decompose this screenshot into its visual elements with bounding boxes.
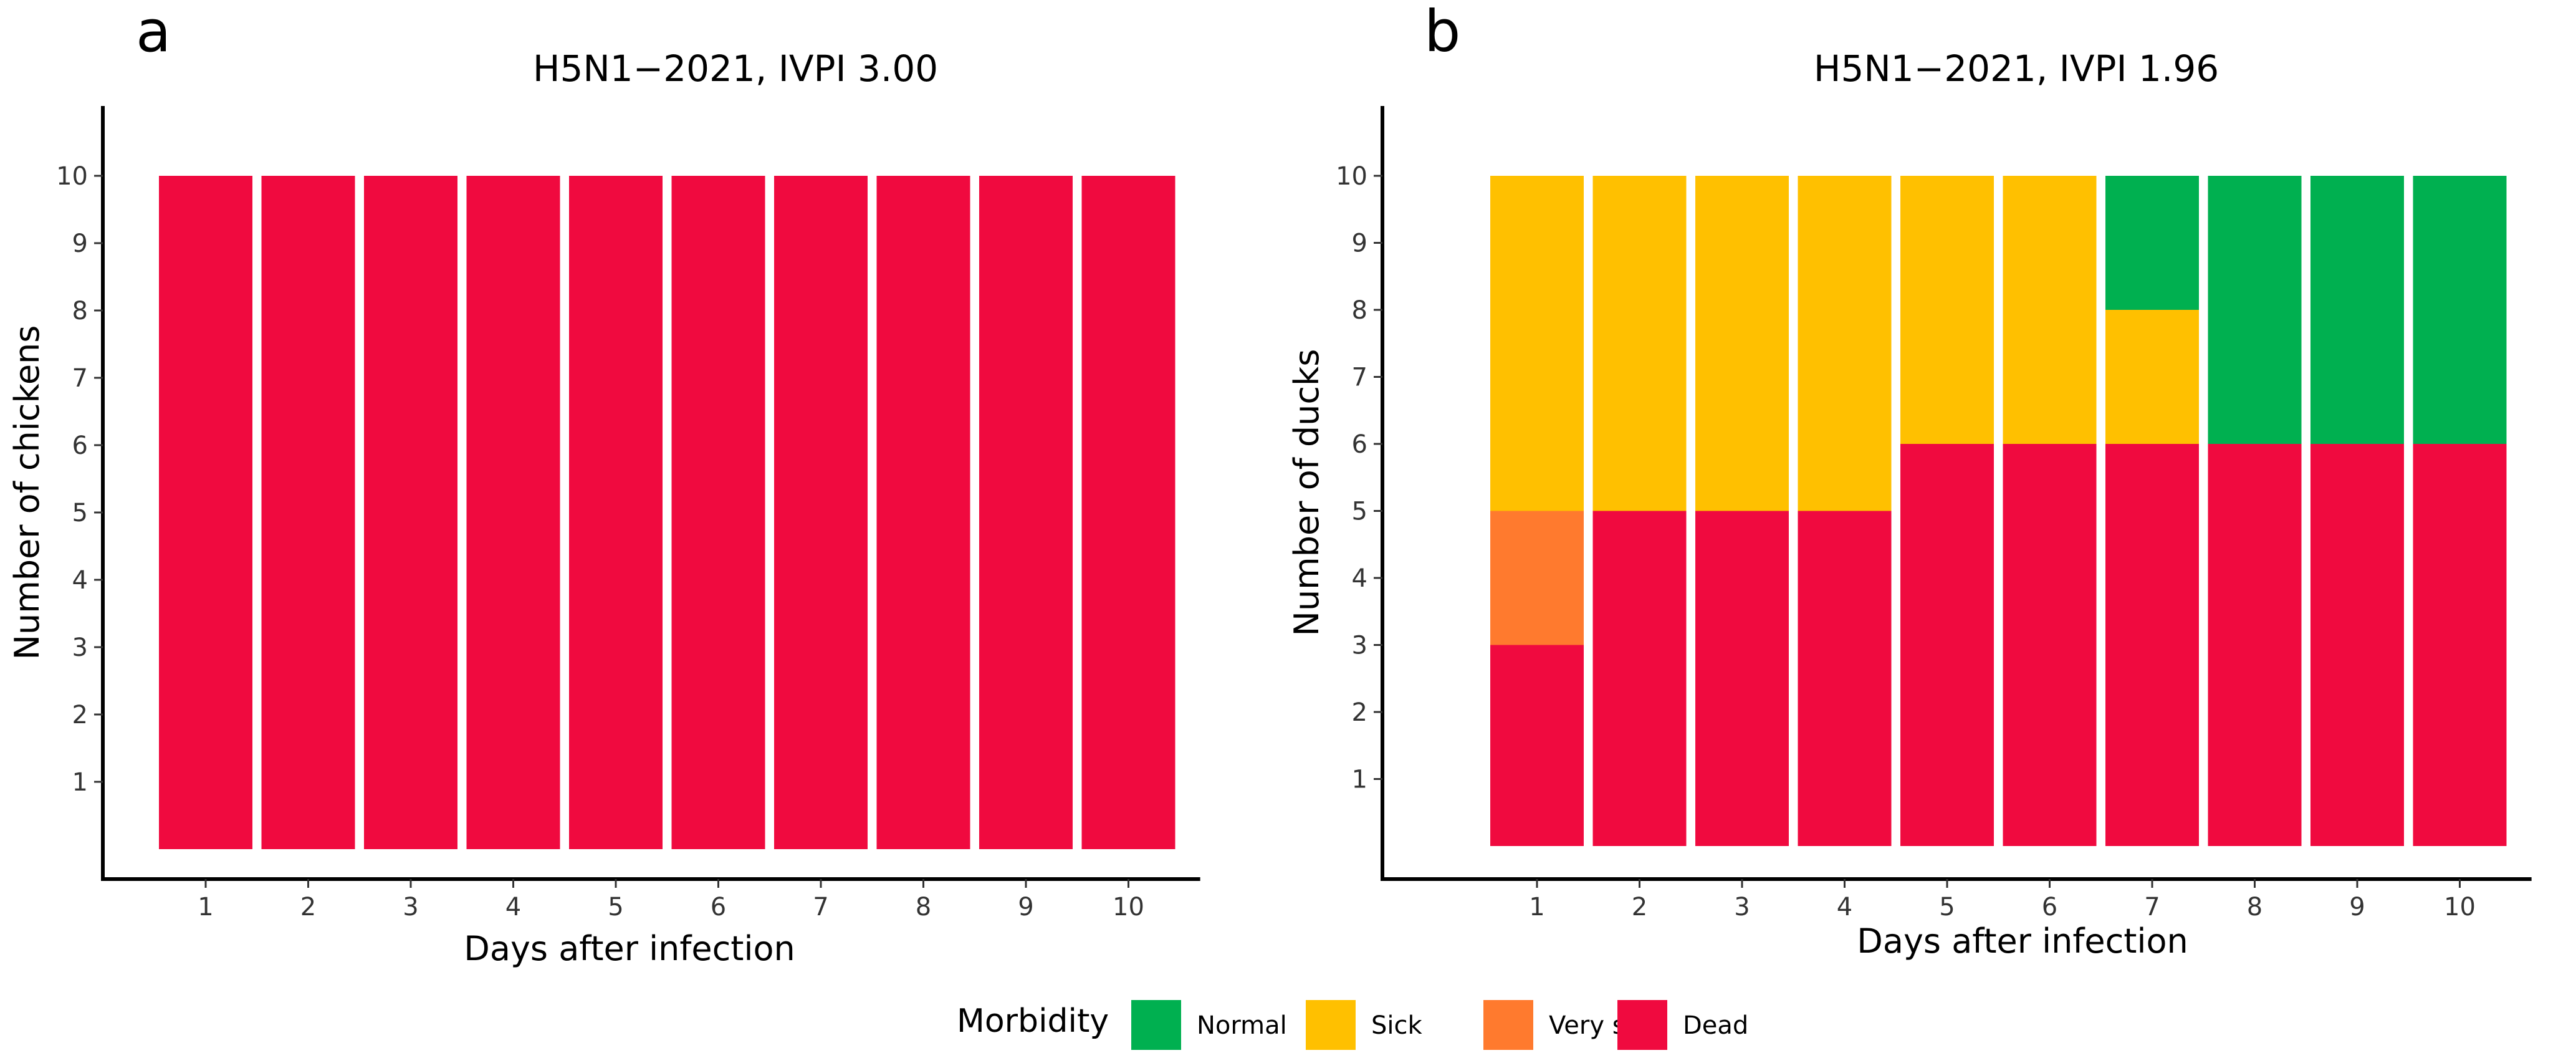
- x-tick-label: 3: [1734, 893, 1750, 921]
- bar-day7-dead: [2105, 444, 2199, 846]
- y-tick-label: 7: [72, 364, 88, 393]
- x-tick-label: 4: [505, 893, 521, 921]
- y-tick-label: 9: [1352, 229, 1367, 258]
- x-tick-label: 8: [2247, 893, 2262, 921]
- x-tick-label: 2: [1632, 893, 1647, 921]
- bar-day7-normal: [2105, 176, 2199, 310]
- x-tick-label: 1: [1529, 893, 1544, 921]
- x-tick-label: 4: [1837, 893, 1852, 921]
- y-tick-label: 1: [72, 768, 88, 797]
- bar-day10-dead: [1081, 176, 1175, 849]
- legend-swatch-very-sick: [1483, 1000, 1533, 1050]
- panel-title: H5N1−2021, IVPI 1.96: [1814, 47, 2219, 90]
- y-tick-label: 3: [72, 633, 88, 662]
- legend-swatch-sick: [1306, 1000, 1356, 1050]
- legend-swatch-dead: [1617, 1000, 1667, 1050]
- y-axis-title: Number of chickens: [7, 325, 47, 660]
- y-tick-label: 4: [1352, 564, 1367, 593]
- x-tick-label: 9: [1018, 893, 1033, 921]
- bar-day8-dead: [876, 176, 970, 849]
- x-tick-label: 1: [198, 893, 213, 921]
- bar-day5-dead: [569, 176, 663, 849]
- bar-day1-dead: [1490, 645, 1584, 846]
- y-tick-label: 10: [1336, 162, 1367, 191]
- y-tick-label: 9: [72, 229, 88, 258]
- x-tick-label: 7: [813, 893, 828, 921]
- x-tick-label: 10: [2444, 893, 2476, 921]
- y-tick-label: 6: [1352, 430, 1367, 459]
- bar-day6-dead: [2003, 444, 2097, 846]
- legend-title: Morbidity: [957, 1003, 1109, 1040]
- bar-day2-dead: [1592, 511, 1687, 846]
- bar-day9-dead: [979, 176, 1073, 849]
- legend-label-normal: Normal: [1197, 1011, 1287, 1040]
- panel-letter: a: [136, 0, 171, 65]
- bar-day3-dead: [364, 176, 457, 849]
- bar-day5-dead: [1900, 444, 1994, 846]
- bar-day2-sick: [1592, 176, 1687, 511]
- x-tick-label: 5: [1939, 893, 1955, 921]
- bar-day2-dead: [261, 176, 355, 849]
- y-tick-label: 2: [1352, 698, 1367, 727]
- x-axis-title: Days after infection: [464, 929, 795, 968]
- x-axis-title: Days after infection: [1857, 921, 2188, 961]
- bar-day7-sick: [2105, 310, 2199, 444]
- bar-day6-dead: [671, 176, 765, 849]
- bar-day6-sick: [2003, 176, 2097, 444]
- x-tick-label: 6: [2042, 893, 2057, 921]
- bar-day1-dead: [159, 176, 252, 849]
- y-axis-title: Number of ducks: [1287, 349, 1326, 637]
- y-tick-label: 7: [1352, 363, 1367, 392]
- bar-day1-very-sick: [1490, 511, 1584, 645]
- x-tick-label: 6: [711, 893, 726, 921]
- x-tick-label: 8: [916, 893, 931, 921]
- bar-day3-dead: [1695, 511, 1789, 846]
- x-tick-label: 5: [608, 893, 623, 921]
- panel-title: H5N1−2021, IVPI 3.00: [533, 47, 938, 90]
- legend: Morbidity Normal Sick Very sick Dead: [957, 1000, 1748, 1050]
- y-tick-label: 6: [72, 431, 88, 460]
- x-tick-label: 2: [300, 893, 316, 921]
- y-tick-label: 5: [1352, 498, 1367, 526]
- panel-a: a H5N1−2021, IVPI 3.00 1 2 3 4 5 6 7 8 9 10 1 2 3 4 5 6 7 8…: [7, 0, 1200, 968]
- panel-letter: b: [1424, 0, 1460, 65]
- legend-label-dead: Dead: [1683, 1011, 1748, 1040]
- bar-day9-dead: [2310, 444, 2404, 846]
- y-tick-label: 8: [1352, 296, 1367, 325]
- bar-day9-normal: [2310, 176, 2404, 444]
- legend-label-sick: Sick: [1371, 1011, 1422, 1040]
- x-tick-label: 10: [1113, 893, 1144, 921]
- bar-day8-normal: [2208, 176, 2302, 444]
- bar-day4-sick: [1798, 176, 1892, 511]
- legend-swatch-normal: [1131, 1000, 1181, 1050]
- bar-day1-sick: [1490, 176, 1584, 511]
- bar-day10-dead: [2413, 444, 2507, 846]
- x-tick-label: 3: [403, 893, 418, 921]
- bar-day3-sick: [1695, 176, 1789, 511]
- x-tick-label: 9: [2349, 893, 2365, 921]
- bar-day7-dead: [774, 176, 868, 849]
- x-tick-label: 7: [2144, 893, 2160, 921]
- bar-day4-dead: [1798, 511, 1892, 846]
- y-tick-label: 8: [72, 297, 88, 325]
- y-tick-label: 3: [1352, 632, 1367, 660]
- bar-day8-dead: [2208, 444, 2302, 846]
- y-tick-label: 2: [72, 701, 88, 729]
- bar-day10-normal: [2413, 176, 2507, 444]
- bar-day5-sick: [1900, 176, 1994, 444]
- y-tick-label: 1: [1352, 766, 1367, 794]
- y-tick-label: 10: [56, 162, 88, 191]
- bar-day4-dead: [466, 176, 560, 849]
- panel-b: b H5N1−2021, IVPI 1.96 1 2 3 4 5 6 7 8 9 10 1 2 3 4 5 6 7 8…: [1287, 0, 2532, 961]
- y-tick-label: 5: [72, 499, 88, 527]
- y-tick-label: 4: [72, 566, 88, 595]
